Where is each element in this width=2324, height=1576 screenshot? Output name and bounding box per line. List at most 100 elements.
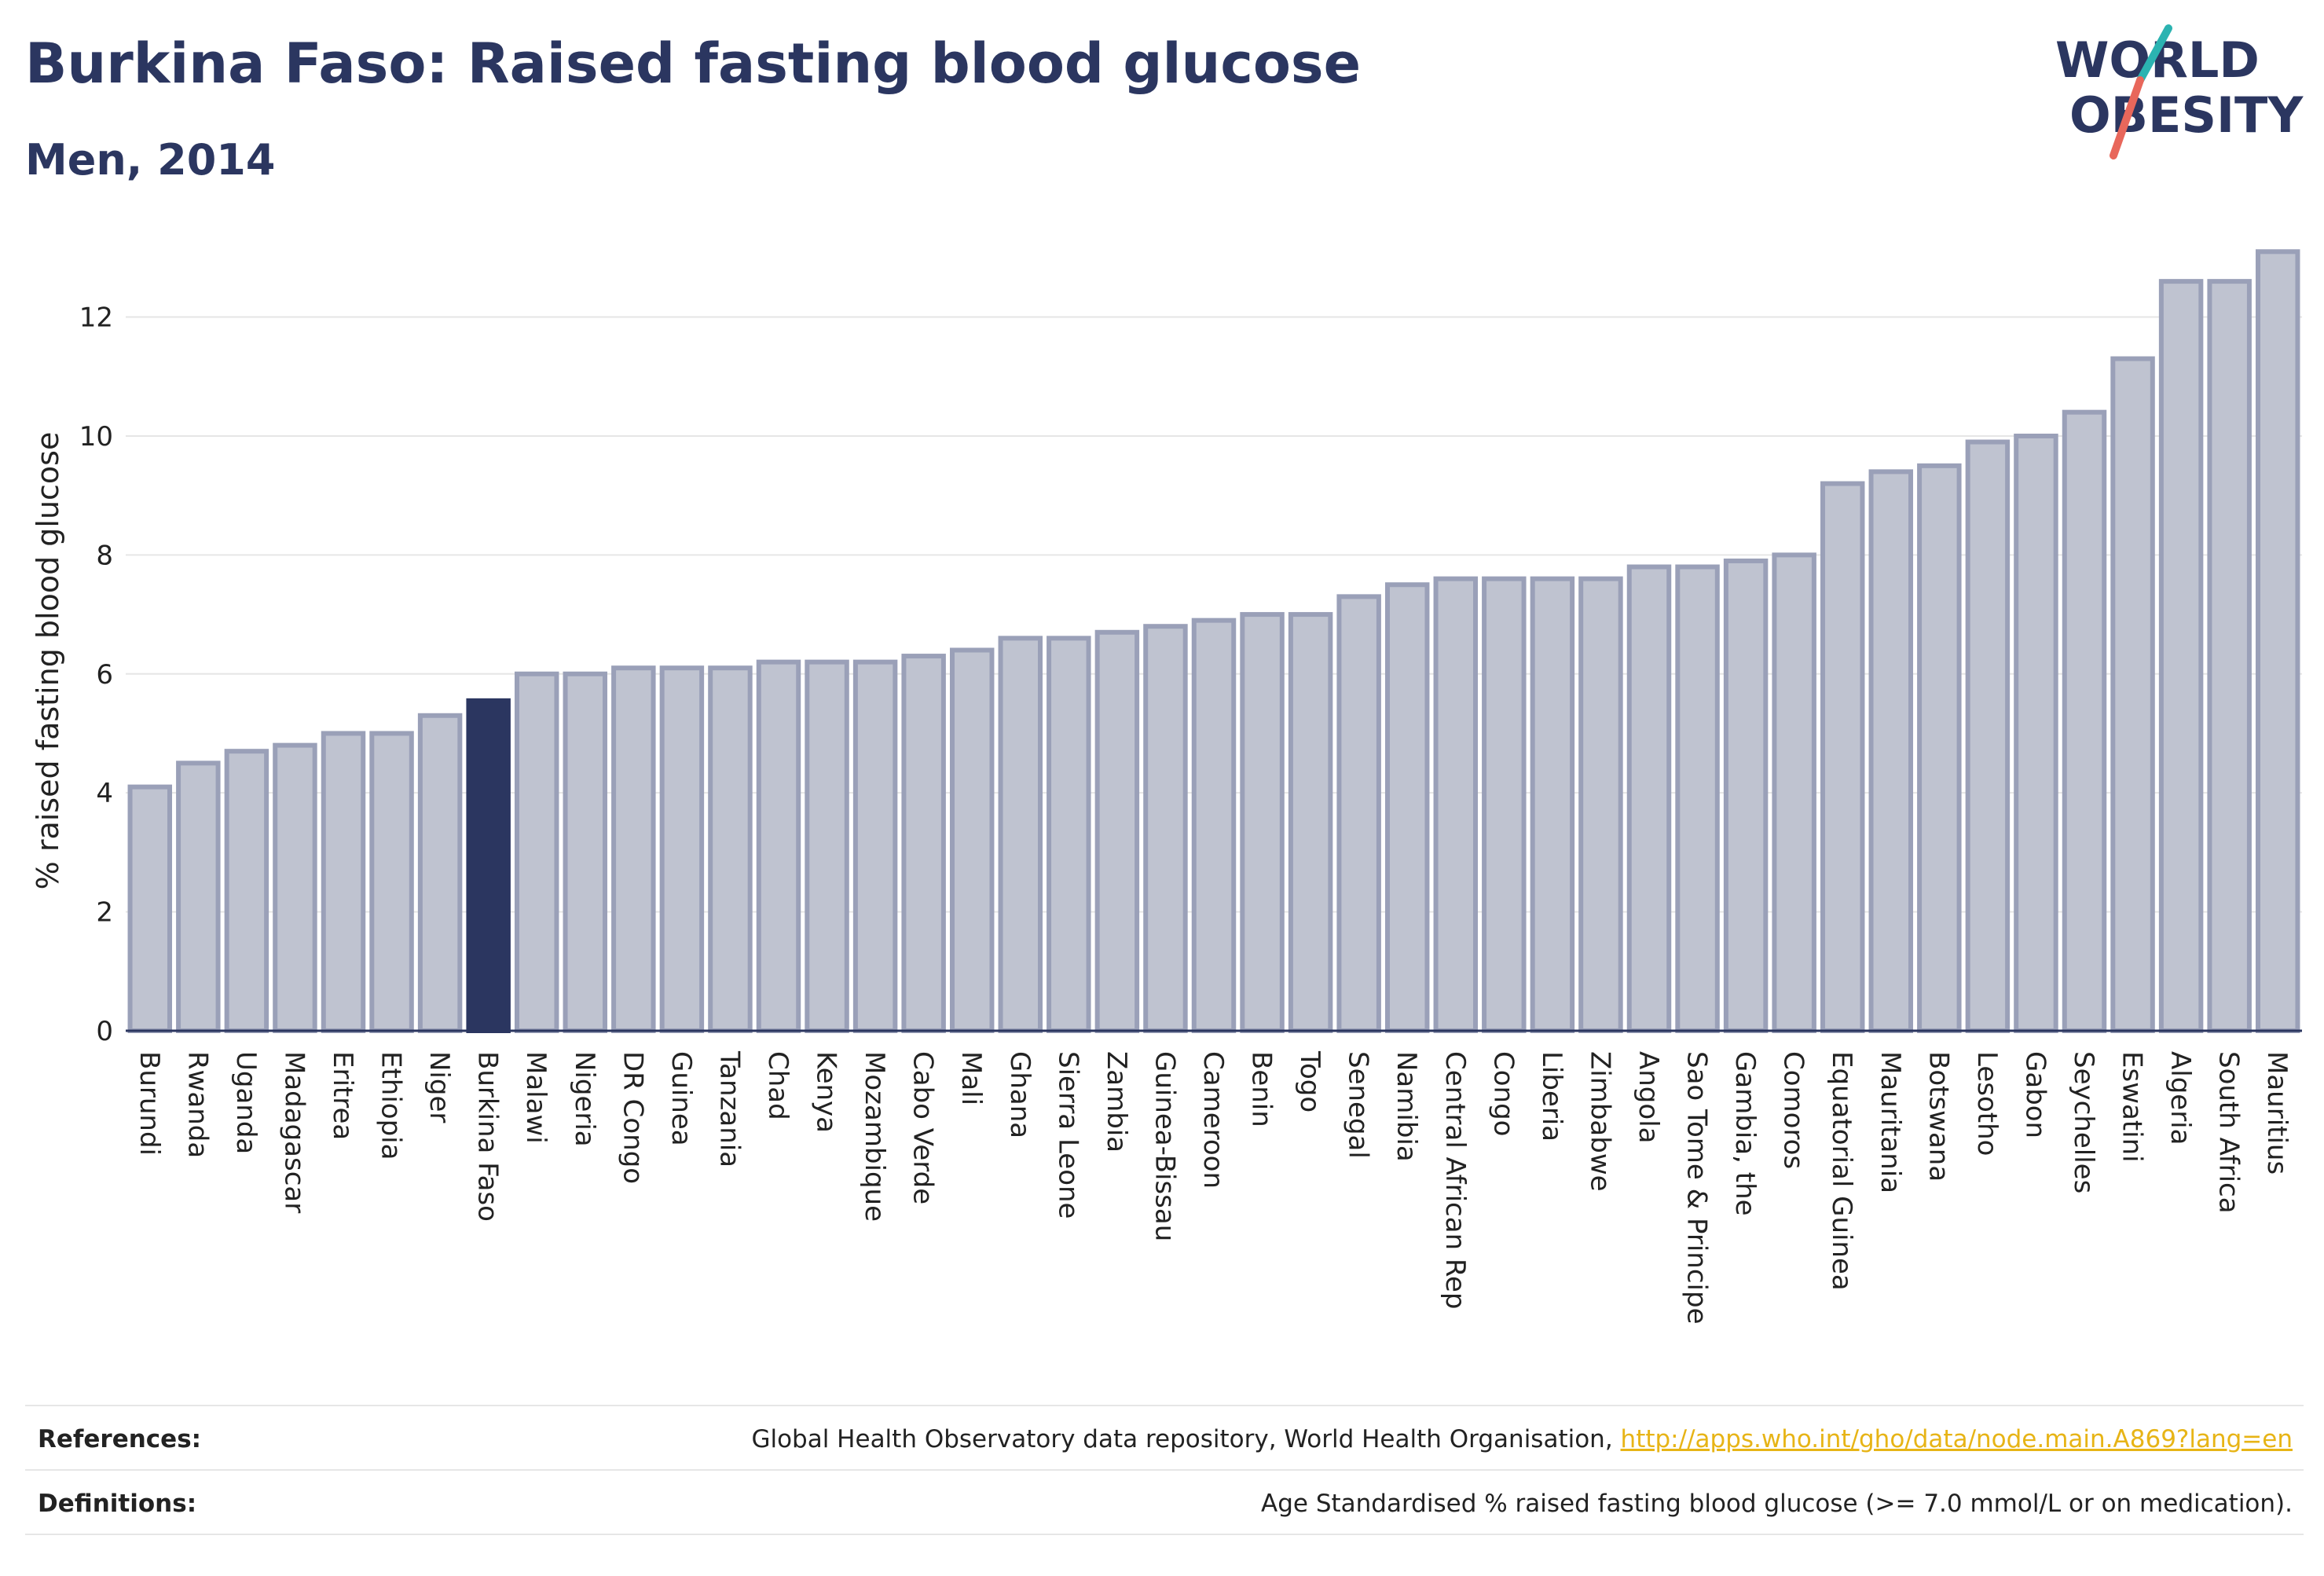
- logo-slash-teal: [2136, 24, 2172, 84]
- bar: [1772, 552, 1816, 1033]
- bar: [417, 713, 463, 1034]
- x-tick-label: Angola: [1633, 1051, 1664, 1143]
- x-tick-label: Liberia: [1536, 1051, 1567, 1142]
- x-tick-label: Nigeria: [569, 1051, 600, 1147]
- bar: [1675, 564, 1720, 1033]
- bar: [805, 659, 849, 1033]
- x-tick-label: Zambia: [1101, 1051, 1132, 1153]
- bar: [1578, 576, 1623, 1033]
- bar: [1094, 629, 1140, 1033]
- logo-line2: OBESITY: [2069, 86, 2304, 144]
- page-subtitle: Men, 2014: [25, 135, 276, 185]
- bar: [1917, 463, 1962, 1033]
- x-tick-label: Mali: [955, 1051, 987, 1105]
- bar: [321, 731, 366, 1034]
- bar: [1965, 439, 2011, 1033]
- bar: [1191, 618, 1237, 1033]
- x-tick-label: Togo: [1294, 1050, 1325, 1112]
- x-tick-label: Seychelles: [2068, 1051, 2099, 1193]
- bar: [1240, 612, 1285, 1033]
- bar: [708, 665, 753, 1033]
- bar: [1143, 624, 1188, 1033]
- x-tick-label: Sao Tome & Principe: [1681, 1051, 1713, 1325]
- bar: [2014, 433, 2058, 1033]
- bar: [1288, 612, 1333, 1033]
- x-tick-label: DR Congo: [617, 1051, 648, 1184]
- references-source: Global Health Observatory data repositor…: [751, 1425, 1621, 1453]
- x-tick-label: Comoros: [1778, 1051, 1809, 1169]
- definitions-text: Age Standardised % raised fasting blood …: [1261, 1490, 2293, 1518]
- x-tick-label: Benin: [1246, 1051, 1277, 1127]
- y-axis-title: % raised fasting blood glucose: [31, 432, 65, 890]
- x-tick-label: Algeria: [2165, 1051, 2196, 1145]
- x-tick-label: Zimbabwe: [1584, 1051, 1615, 1192]
- x-tick-label: Botswana: [1923, 1051, 1954, 1182]
- references-text: Global Health Observatory data repositor…: [751, 1425, 2293, 1453]
- y-tick-labels: 0 2 4 6 8 10 12: [79, 302, 113, 1047]
- bar: [1482, 576, 1527, 1033]
- x-tick-label: Guinea: [665, 1051, 697, 1146]
- x-tick-label: Ethiopia: [376, 1051, 407, 1160]
- x-tick-label: Mauritania: [1875, 1051, 1906, 1193]
- bar: [273, 742, 317, 1033]
- x-tick-label: Kenya: [811, 1051, 842, 1133]
- x-tick-label: Tanzania: [713, 1050, 745, 1167]
- bar: [1047, 636, 1091, 1033]
- world-obesity-logo: WORLD OBESITY: [2055, 24, 2304, 159]
- bar: [514, 671, 559, 1033]
- bar: [2255, 249, 2300, 1033]
- bar-chart: 0 2 4 6 8 10 12 Burundi Rwanda Uganda Madagascar E…: [31, 249, 2302, 1325]
- x-tick-label: Lesotho: [1971, 1051, 2003, 1156]
- footer-divider-middle: [25, 1469, 2304, 1471]
- bar: [1626, 564, 1672, 1033]
- bar: [611, 665, 656, 1033]
- x-tick-label: Senegal: [1343, 1051, 1374, 1159]
- bar: [998, 636, 1043, 1033]
- bar: [224, 749, 269, 1033]
- bars: [127, 249, 2300, 1034]
- x-tick-label: Congo: [1487, 1051, 1519, 1136]
- y-tick-label: 0: [96, 1016, 113, 1047]
- bar: [127, 784, 173, 1033]
- bar: [949, 647, 995, 1033]
- bar: [659, 665, 705, 1033]
- bar-highlighted: [466, 698, 511, 1033]
- y-tick-label: 2: [96, 897, 113, 929]
- page-title: Burkina Faso: Raised fasting blood gluco…: [25, 31, 1362, 96]
- bar: [901, 654, 946, 1033]
- y-tick-label: 6: [96, 659, 113, 691]
- y-tick-label: 12: [79, 302, 113, 334]
- bar: [176, 761, 221, 1033]
- bar: [2207, 279, 2252, 1033]
- bar: [2062, 409, 2107, 1033]
- references-label: References:: [38, 1425, 202, 1453]
- x-tick-label: Madagascar: [278, 1051, 310, 1213]
- bar: [852, 659, 898, 1033]
- references-link[interactable]: http://apps.who.int/gho/data/node.main.A…: [1620, 1425, 2293, 1453]
- bar: [1336, 594, 1381, 1033]
- y-tick-label: 10: [79, 421, 113, 453]
- x-tick-label: Chad: [762, 1051, 794, 1120]
- bar: [563, 671, 608, 1033]
- definitions-label: Definitions:: [38, 1490, 197, 1518]
- bar: [1384, 582, 1430, 1033]
- x-tick-label: Eritrea: [327, 1051, 358, 1140]
- bar: [1433, 576, 1479, 1033]
- x-tick-label: Rwanda: [181, 1051, 213, 1158]
- footer-divider-bottom: [25, 1534, 2304, 1535]
- bar: [369, 731, 414, 1034]
- x-tick-label: Gambia, the: [1729, 1051, 1761, 1216]
- x-tick-label: Burkina Faso: [472, 1051, 504, 1222]
- x-tick-label: Malawi: [520, 1051, 552, 1144]
- y-tick-label: 4: [96, 778, 113, 809]
- x-tick-label: Guinea-Bissau: [1149, 1051, 1180, 1241]
- x-tick-label: Mozambique: [859, 1051, 890, 1222]
- x-tick-label: Equatorial Guinea: [1826, 1051, 1857, 1291]
- x-tick-label: Central African Rep: [1439, 1051, 1471, 1310]
- bar: [1868, 469, 1914, 1033]
- bar: [2158, 279, 2204, 1033]
- x-tick-label: Burundi: [134, 1051, 165, 1156]
- x-tick-label: Niger: [423, 1051, 455, 1123]
- bar: [2110, 356, 2155, 1033]
- x-tick-label: Gabon: [2019, 1051, 2051, 1138]
